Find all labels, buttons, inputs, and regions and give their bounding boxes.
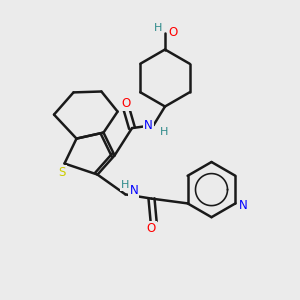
Text: S: S — [58, 166, 66, 179]
Text: N: N — [129, 184, 138, 197]
Text: H: H — [154, 22, 163, 33]
Text: O: O — [122, 97, 130, 110]
Text: H: H — [121, 180, 129, 190]
Text: O: O — [169, 26, 178, 39]
Text: N: N — [238, 199, 247, 212]
Text: O: O — [147, 221, 156, 235]
Text: H: H — [160, 127, 168, 137]
Text: N: N — [144, 119, 153, 132]
